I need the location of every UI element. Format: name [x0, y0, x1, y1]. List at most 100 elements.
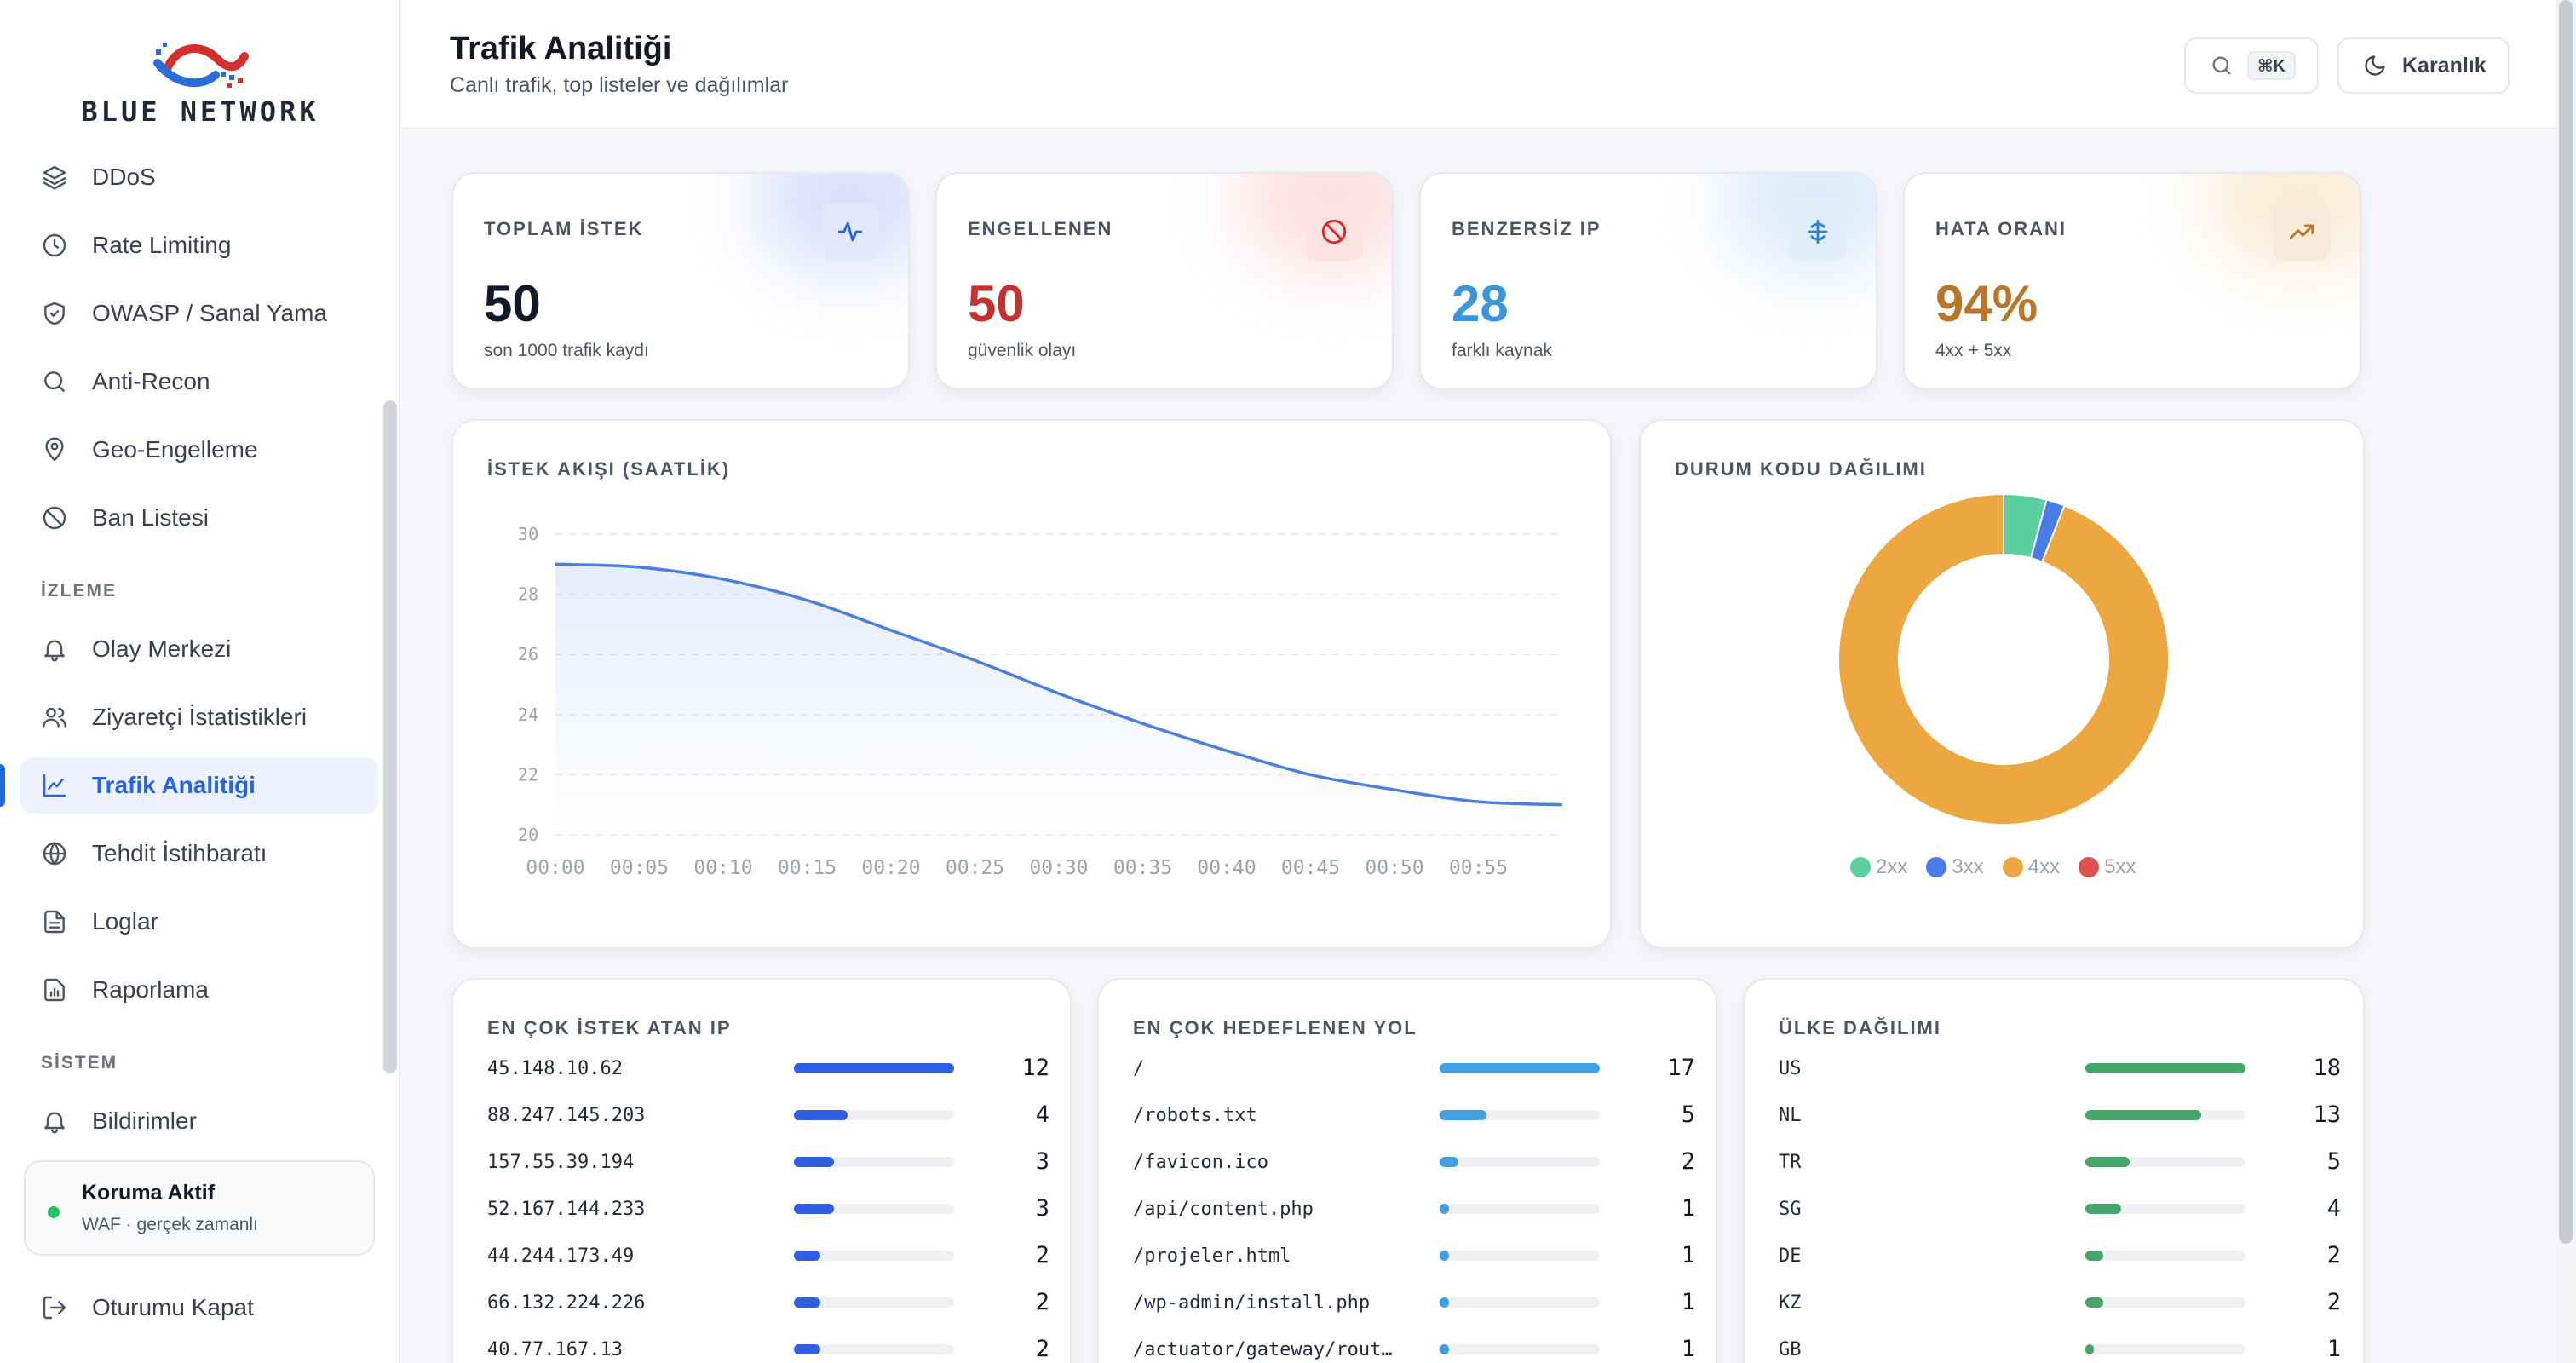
brand-logo[interactable]: BLUE NETWORK [0, 34, 400, 136]
sidebar-item-label: Trafik Analitiği [92, 772, 256, 798]
sidebar-item-ziyaretçi-i-statistikleri[interactable]: Ziyaretçi İstatistikleri [20, 689, 378, 745]
legend-label[interactable]: 2xx [1876, 855, 1908, 878]
list-row[interactable]: / 17 [1133, 1051, 1695, 1085]
list-row[interactable]: /api/content.php 1 [1133, 1192, 1695, 1226]
donut-slice-4xx[interactable] [1837, 492, 2170, 825]
list-key: /actuator/gateway/rout… [1133, 1338, 1393, 1360]
sidebar-item-tehdit-i-stihbaratı[interactable]: Tehdit İstihbaratı [20, 825, 378, 882]
list-row[interactable]: 45.148.10.62 12 [487, 1051, 1049, 1085]
sidebar-item-anti-recon[interactable]: Anti-Recon [20, 354, 378, 410]
search-shortcut: ⌘K [2247, 51, 2296, 80]
list-key: /api/content.php [1133, 1198, 1314, 1220]
sidebar-item-label: Ban Listesi [92, 504, 209, 531]
list-row[interactable]: SG 4 [1779, 1192, 2341, 1226]
stat-value: 28 [1452, 275, 1509, 332]
sidebar-item-rate-limiting[interactable]: Rate Limiting [20, 217, 378, 273]
theme-toggle-label: Karanlık [2402, 53, 2487, 78]
list-bar-track [1440, 1344, 1600, 1354]
list-count: 5 [1681, 1101, 1695, 1128]
sidebar-item-loglar[interactable]: Loglar [20, 894, 378, 950]
list-row[interactable]: 88.247.145.203 4 [487, 1098, 1049, 1132]
section-label-monitoring: İZLEME [41, 581, 117, 601]
list-row[interactable]: 40.77.167.13 2 [487, 1332, 1049, 1363]
sidebar-item-raporlama[interactable]: Raporlama [20, 962, 378, 1018]
logout-button[interactable]: Oturumu Kapat [20, 1280, 378, 1336]
logout-icon [37, 1291, 72, 1325]
list-bar-track [1440, 1297, 1600, 1308]
search-button[interactable]: ⌘K [2184, 37, 2319, 94]
users-icon [37, 700, 72, 734]
list-row[interactable]: US 18 [1779, 1051, 2341, 1085]
list-key: /favicon.ico [1133, 1151, 1268, 1173]
list-row[interactable]: /favicon.ico 2 [1133, 1145, 1695, 1179]
legend-swatch [1850, 857, 1871, 877]
list-key: DE [1779, 1245, 1802, 1267]
legend-label[interactable]: 4xx [2027, 855, 2061, 878]
sidebar-item-geo-engelleme[interactable]: Geo-Engelleme [20, 422, 378, 478]
stat-label: TOPLAM İSTEK [484, 218, 644, 239]
list-key: 157.55.39.194 [487, 1151, 635, 1173]
logout-label: Oturumu Kapat [92, 1294, 254, 1320]
list-bar-track [2085, 1344, 2245, 1354]
legend-label[interactable]: 3xx [1952, 855, 1984, 878]
list-row[interactable]: DE 2 [1779, 1239, 2341, 1273]
list-bar [1440, 1157, 1459, 1167]
x-tick-label: 00:55 [1449, 857, 1508, 879]
theme-toggle-button[interactable]: Karanlık [2337, 37, 2510, 94]
status-code-title: DURUM KODU DAĞILIMI [1675, 458, 1927, 480]
list-count: 2 [2326, 1242, 2341, 1268]
stat-card: BENZERSİZ IP 28 farklı kaynak [1419, 172, 1877, 390]
sidebar-item-olay-merkezi[interactable]: Olay Merkezi [20, 621, 378, 677]
list-row[interactable]: /projeler.html 1 [1133, 1239, 1695, 1273]
legend-label[interactable]: 5xx [2104, 855, 2136, 878]
list-row[interactable]: 52.167.144.233 3 [487, 1192, 1049, 1226]
list-row[interactable]: TR 5 [1779, 1145, 2341, 1179]
stat-subtitle: 4xx + 5xx [1935, 341, 2012, 360]
list-row[interactable]: /robots.txt 5 [1133, 1098, 1695, 1132]
list-key: /projeler.html [1133, 1245, 1291, 1267]
list-bar [2085, 1063, 2245, 1073]
list-count: 1 [1681, 1195, 1695, 1222]
list-row[interactable]: 157.55.39.194 3 [487, 1145, 1049, 1179]
search-icon [37, 365, 72, 399]
sidebar-item-bildirimler[interactable]: Bildirimler [20, 1093, 378, 1149]
list-bar-track [2085, 1063, 2245, 1073]
top-paths-card: EN ÇOK HEDEFLENEN YOL / 17/robots.txt 5/fa… [1097, 978, 1717, 1363]
status-subtitle: WAF · gerçek zamanlı [82, 1215, 258, 1234]
list-bar [2085, 1344, 2095, 1354]
sidebar-item-owasp-sanal-yama[interactable]: OWASP / Sanal Yama [20, 285, 378, 342]
page-scrollbar[interactable] [2559, 0, 2573, 1244]
sidebar-item-trafik-analitiği[interactable]: Trafik Analitiği [20, 757, 378, 814]
x-tick-label: 00:00 [526, 857, 584, 879]
status-code-donut [1837, 492, 2170, 825]
sidebar-item-ddos[interactable]: DDoS [20, 149, 378, 205]
list-count: 1 [1681, 1242, 1695, 1268]
list-row[interactable]: 66.132.224.226 2 [487, 1285, 1049, 1320]
request-flow-title: İSTEK AKIŞI (SAATLİK) [487, 458, 731, 480]
list-key: 44.244.173.49 [487, 1245, 635, 1267]
sidebar-item-ban-listesi[interactable]: Ban Listesi [20, 490, 378, 546]
countries-title: ÜLKE DAĞILIMI [1779, 1017, 1941, 1038]
list-key: 40.77.167.13 [487, 1338, 623, 1360]
list-bar [2085, 1110, 2201, 1120]
legend-swatch [1926, 857, 1947, 877]
list-row[interactable]: NL 13 [1779, 1098, 2341, 1132]
list-row[interactable]: /wp-admin/install.php 1 [1133, 1285, 1695, 1320]
stat-subtitle: farklı kaynak [1452, 341, 1552, 360]
map-pin-icon [37, 433, 72, 467]
list-row[interactable]: KZ 2 [1779, 1285, 2341, 1320]
list-key: 45.148.10.62 [487, 1057, 623, 1079]
status-code-card: DURUM KODU DAĞILIMI [1639, 419, 2365, 949]
list-key: / [1133, 1057, 1145, 1079]
list-row[interactable]: 44.244.173.49 2 [487, 1239, 1049, 1273]
sidebar-scrollbar[interactable] [383, 400, 397, 1073]
x-tick-label: 00:10 [693, 857, 752, 879]
request-flow-card: İSTEK AKIŞI (SAATLİK) 20 22 24 26 28 30 00:00 0… [451, 419, 1612, 949]
brand-name: BLUE NETWORK [81, 95, 319, 128]
list-bar [1440, 1063, 1600, 1073]
x-tick-label: 00:05 [610, 857, 669, 879]
list-key: /wp-admin/install.php [1133, 1291, 1371, 1314]
list-row[interactable]: /actuator/gateway/rout… 1 [1133, 1332, 1695, 1363]
sidebar-item-label: Loglar [92, 908, 158, 935]
list-row[interactable]: GB 1 [1779, 1332, 2341, 1363]
